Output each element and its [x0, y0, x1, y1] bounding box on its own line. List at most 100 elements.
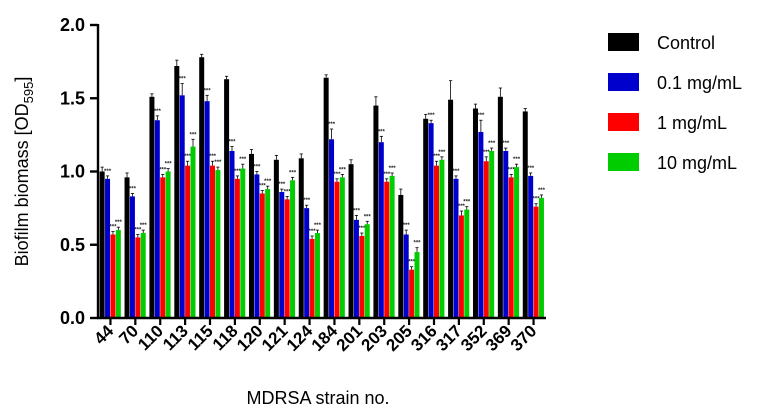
- significance-marker: ***: [508, 167, 516, 173]
- bar-70-series-3: [140, 233, 146, 318]
- bar-317-series-0: [448, 99, 454, 318]
- bar-316-series-3: [439, 159, 445, 318]
- significance-marker: ***: [184, 154, 192, 160]
- y-tick-label: 0.5: [60, 235, 85, 255]
- bar-124-series-0: [298, 158, 304, 318]
- legend: Control 0.1 mg/mL 1 mg/mL 10 mg/mL: [608, 33, 742, 173]
- bar-113-series-2: [185, 165, 191, 318]
- bar-184-series-0: [323, 77, 329, 319]
- bar-369-series-0: [497, 96, 503, 318]
- bar-352-series-1: [478, 131, 484, 318]
- significance-marker: ***: [458, 204, 466, 210]
- significance-marker: ***: [129, 186, 137, 192]
- bar-370-series-0: [522, 111, 528, 318]
- significance-marker: ***: [314, 223, 322, 229]
- bar-203-series-2: [384, 181, 390, 318]
- bar-120-series-1: [254, 174, 260, 318]
- bar-115-series-2: [210, 165, 215, 318]
- significance-marker: ***: [353, 208, 361, 214]
- legend-swatch-3: [608, 153, 639, 171]
- significance-marker: ***: [414, 241, 422, 247]
- significance-marker: ***: [383, 172, 391, 178]
- legend-label-0: Control: [657, 33, 715, 53]
- significance-marker: ***: [278, 182, 286, 188]
- bar-184-series-1: [329, 139, 335, 318]
- significance-marker: ***: [140, 223, 148, 229]
- significance-marker: ***: [259, 184, 267, 190]
- bar-370-series-3: [538, 197, 544, 318]
- bar-203-series-1: [378, 142, 384, 318]
- bar-115-series-1: [204, 101, 210, 319]
- legend-label-3: 10 mg/mL: [657, 153, 737, 173]
- significance-marker: ***: [204, 88, 212, 94]
- bar-118-series-2: [234, 178, 240, 318]
- y-tick-label: 0.0: [60, 308, 85, 328]
- bar-44-series-3: [115, 230, 121, 318]
- bar-110-series-1: [154, 120, 160, 318]
- bar-369-series-2: [508, 177, 514, 318]
- bar-124-series-3: [314, 233, 320, 318]
- significance-marker: ***: [339, 167, 347, 173]
- bar-118-series-0: [224, 79, 230, 318]
- bar-184-series-2: [334, 181, 340, 318]
- significance-marker: ***: [428, 113, 436, 119]
- significance-marker: ***: [463, 200, 471, 206]
- bar-201-series-1: [353, 219, 359, 318]
- bar-316-series-0: [423, 118, 429, 318]
- significance-marker: ***: [389, 166, 397, 172]
- bar-316-series-1: [428, 123, 434, 318]
- bar-317-series-1: [453, 178, 459, 318]
- legend-swatch-1: [608, 73, 639, 91]
- bar-317-series-2: [458, 215, 464, 318]
- bar-120-series-0: [248, 153, 254, 318]
- significance-marker: ***: [364, 214, 372, 220]
- bar-201-series-0: [348, 164, 354, 318]
- bars-layer: ****************************************…: [99, 53, 546, 319]
- significance-marker: ***: [309, 229, 317, 235]
- bar-317-series-3: [464, 209, 470, 318]
- significance-marker: ***: [234, 169, 242, 175]
- significance-marker: ***: [403, 223, 411, 229]
- significance-marker: ***: [538, 188, 546, 194]
- bar-370-series-1: [528, 175, 534, 318]
- bar-110-series-2: [160, 177, 166, 318]
- bar-70-series-1: [129, 196, 135, 318]
- significance-marker: ***: [303, 198, 311, 204]
- significance-marker: ***: [190, 132, 198, 138]
- bar-70-series-2: [135, 237, 141, 318]
- bar-352-series-0: [472, 108, 478, 318]
- significance-marker: ***: [115, 220, 123, 226]
- bar-110-series-0: [149, 96, 155, 318]
- significance-marker: ***: [109, 225, 117, 231]
- y-tick-label: 2.0: [60, 15, 85, 35]
- significance-marker: ***: [214, 160, 222, 166]
- bar-316-series-2: [434, 165, 439, 318]
- y-tick-label: 1.5: [60, 88, 85, 108]
- significance-marker: ***: [165, 162, 173, 168]
- bar-120-series-2: [259, 193, 265, 318]
- significance-marker: ***: [104, 169, 112, 175]
- bar-121-series-3: [290, 180, 296, 318]
- bar-118-series-3: [240, 168, 246, 318]
- bar-201-series-3: [364, 224, 370, 318]
- bar-205-series-0: [398, 194, 404, 318]
- significance-marker: ***: [179, 77, 187, 83]
- legend-label-2: 1 mg/mL: [657, 113, 727, 133]
- bar-113-series-0: [174, 66, 180, 319]
- significance-marker: ***: [527, 166, 535, 172]
- significance-marker: ***: [378, 129, 386, 135]
- significance-marker: ***: [228, 140, 236, 146]
- legend-swatch-2: [608, 113, 639, 131]
- significance-marker: ***: [239, 157, 247, 163]
- x-axis-title: MDRSA strain no.: [246, 388, 389, 408]
- significance-marker: ***: [438, 150, 446, 156]
- x-tick-label: 44: [90, 321, 117, 348]
- bar-201-series-2: [359, 235, 365, 318]
- bar-115-series-3: [215, 170, 221, 318]
- significance-marker: ***: [253, 165, 261, 171]
- significance-marker: ***: [289, 170, 297, 176]
- bar-115-series-0: [199, 57, 205, 318]
- significance-marker: ***: [483, 150, 491, 156]
